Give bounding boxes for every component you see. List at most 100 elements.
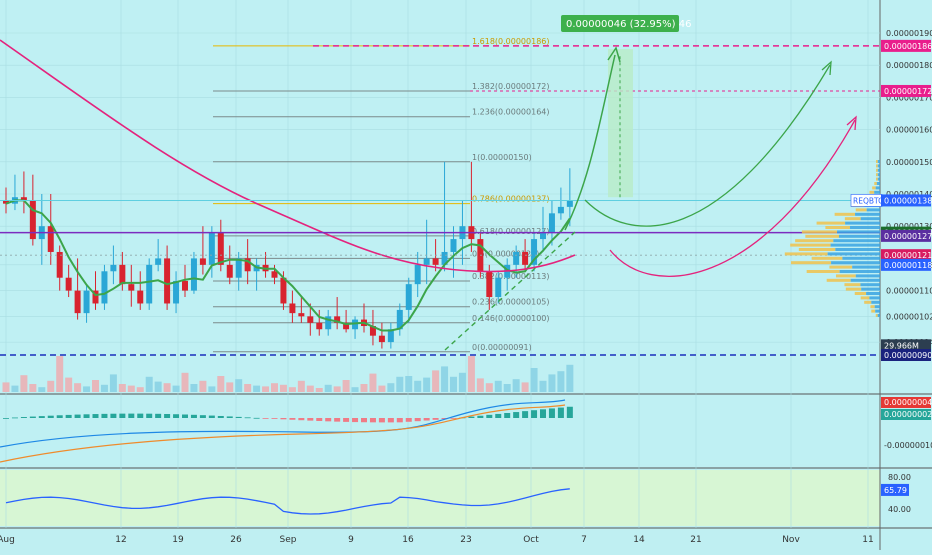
volume-bar [38, 387, 46, 392]
volume-profile-bar [854, 292, 867, 295]
volume-profile-bar [816, 221, 846, 225]
macd-tag-bg [881, 409, 931, 420]
macd-histogram-bar [343, 418, 350, 422]
candle-body [334, 316, 341, 323]
ema-short-line [5, 199, 571, 332]
price-axis-tick: 0.00000160 [886, 126, 932, 135]
macd-histogram-bar [164, 413, 171, 418]
volume-bar [396, 376, 404, 392]
volume-bar [512, 379, 520, 392]
macd-histogram-bar [29, 416, 36, 418]
volume-profile-bar [869, 296, 880, 300]
candle-body [414, 264, 421, 285]
price-tag-bg [881, 39, 931, 52]
volume-profile-bar [835, 274, 856, 278]
volume-bar [92, 380, 99, 392]
volume-profile-bar [842, 256, 880, 260]
candle-body [387, 329, 394, 343]
price-tag-label: 0.00000186 [884, 42, 932, 51]
volume-profile-bar [875, 186, 880, 190]
volume-bar [118, 384, 126, 392]
projection-up-arrowhead [607, 46, 621, 63]
volume-bar [83, 386, 91, 392]
volume-bar [494, 380, 502, 392]
candle-body [65, 277, 72, 291]
macd-histogram-bar [110, 413, 117, 418]
macd-histogram-bar [101, 413, 108, 418]
volume-profile-bar [852, 265, 880, 269]
macd-tag-label: 0.00000004 [884, 398, 932, 407]
volume-bar [199, 380, 207, 392]
volume-bar [109, 374, 117, 392]
volume-bar [503, 384, 511, 392]
candle-body [20, 197, 27, 201]
main-pane-bg [0, 0, 880, 394]
candle-body [540, 232, 546, 240]
macd-histogram-bar [495, 413, 502, 418]
macd-histogram-bar [137, 413, 144, 418]
macd-tag-label: 0.00000002 [884, 410, 932, 419]
volume-profile-bar [860, 296, 870, 300]
price-axis-tick: 0.00000150 [886, 158, 932, 167]
candle-body [531, 239, 538, 265]
candle-body [235, 258, 242, 278]
volume-profile-bar [806, 270, 840, 273]
volume-bar [181, 372, 189, 392]
time-axis[interactable]: Aug 12 19 26 Sep 9 16 23 Oct 7 14 21 Nov 11 [0, 535, 874, 545]
candle-body [56, 251, 63, 278]
macd-histogram-bar [83, 414, 90, 418]
candle-body [343, 322, 350, 330]
volume-profile-bar [790, 243, 831, 247]
volume-profile-bar [845, 221, 880, 225]
target-label-bg [561, 15, 679, 32]
macd-tag-bg [881, 397, 931, 408]
rsi-indicator [5, 488, 570, 515]
pair-tag-label: REQBTC [853, 196, 883, 205]
macd-histogram-bar [208, 415, 215, 418]
macd-histogram-bar [271, 418, 278, 419]
volume-bar [351, 387, 359, 392]
volume-bar [458, 372, 466, 392]
candle-body [29, 200, 36, 240]
trendline-dashed [444, 231, 576, 351]
volume-profile-bar [784, 252, 828, 256]
candle-body [548, 213, 555, 233]
volume-profile-bar [875, 314, 878, 317]
macd-histogram-bar [253, 417, 260, 419]
price-tag-bg [881, 258, 931, 271]
macd-histogram-bar [155, 413, 162, 418]
price-axis-tick: 0.00000190 [886, 29, 932, 38]
macd-histogram-bar [468, 416, 475, 418]
volume-bar [145, 376, 153, 392]
volume-bar [226, 382, 234, 392]
time-axis-tick: 7 [581, 535, 587, 545]
candle-body [352, 319, 359, 330]
candle-body [3, 200, 9, 204]
volume-bar [315, 388, 323, 392]
volume-bar [333, 386, 341, 392]
macd-histogram-bar [20, 417, 27, 418]
macd-histogram-bar [486, 414, 493, 418]
volume-profile-bar [835, 248, 880, 251]
volume-profile-bar [837, 230, 880, 234]
time-axis-tick: 21 [690, 535, 701, 545]
volume-profile-bar [855, 274, 880, 278]
candle-body [190, 258, 197, 291]
volume-bar [244, 384, 252, 392]
candle-body [74, 290, 81, 314]
volume-profile-bar [860, 283, 880, 287]
volume-profile-bar [871, 309, 876, 313]
volume-bar [360, 384, 368, 392]
candle-body [369, 326, 376, 336]
macd-histogram-bar [396, 418, 403, 423]
macd-histogram-bar [334, 418, 341, 422]
macd-histogram-bar [3, 418, 9, 419]
volume-bar [217, 376, 225, 392]
macd-histogram-bar [38, 416, 45, 418]
time-axis-tick: 16 [402, 535, 414, 545]
macd-histogram-bar [244, 417, 251, 419]
volume-bar [342, 380, 350, 392]
volume-profile-bar [831, 261, 880, 265]
